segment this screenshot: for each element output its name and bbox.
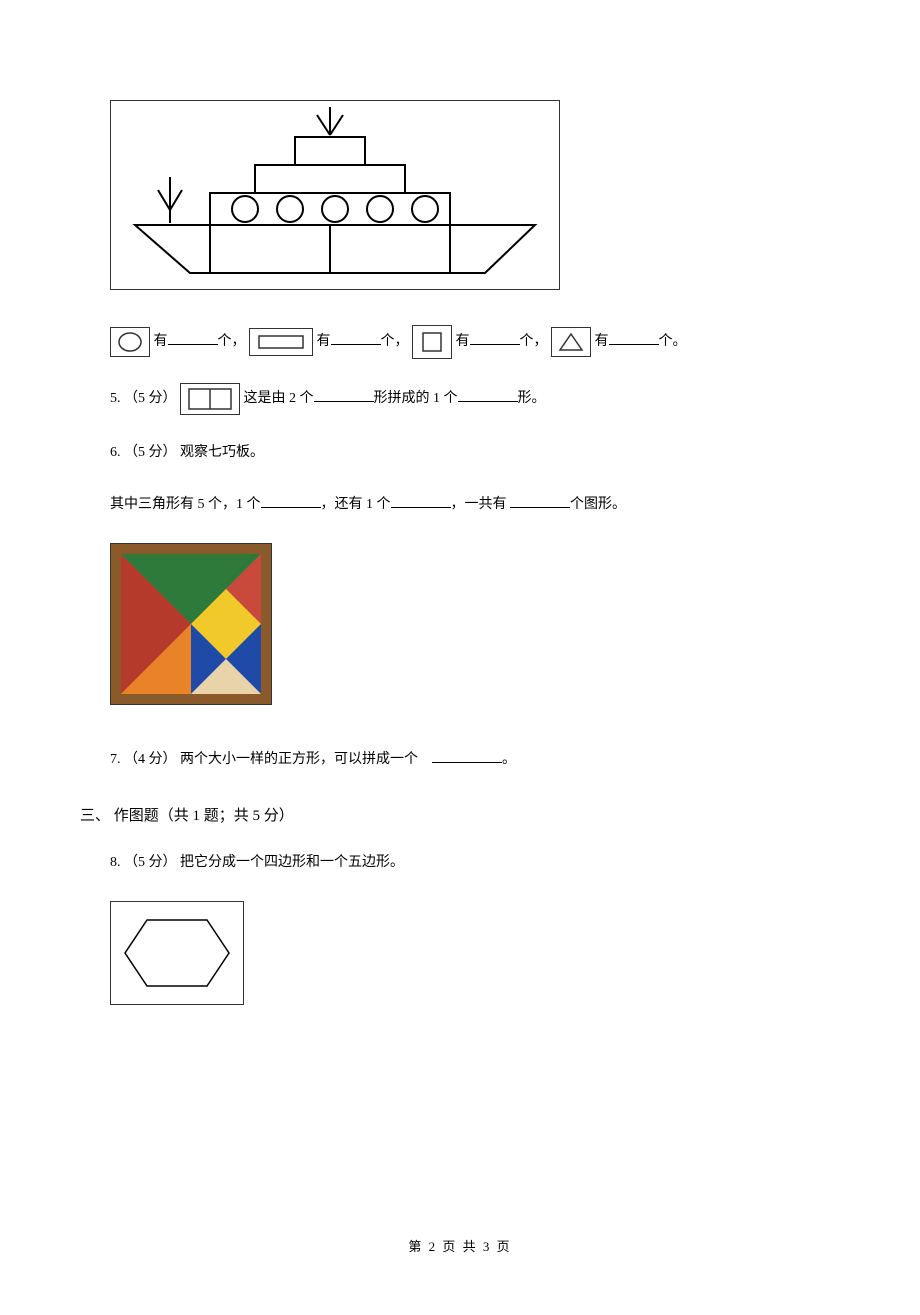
triangle-icon [551,327,591,357]
q6-blank-1 [261,493,321,508]
q5-text-c: 形。 [518,391,546,406]
hexagon-container [110,901,840,1016]
question-5: 5. （5 分） 这是由 2 个 形拼成的 1 个 形。 [110,383,840,415]
q6-l2-c: ，一共有 [451,497,507,512]
q5-blank-1 [314,387,374,402]
q6-l2-a: 其中三角形有 5 个，1 个 [110,497,261,512]
blank-tri [609,330,659,345]
unit-2: 个， [381,334,409,349]
q6-l2-d: 个图形。 [570,497,626,512]
q5-number: 5. [110,391,121,406]
has-label-1: 有 [154,334,168,349]
q5-text-a: 这是由 2 个 [244,391,314,406]
square-icon [412,325,452,359]
circle-icon [110,327,150,357]
section-3-title: 三、 作图题（共 1 题；共 5 分） [80,804,840,825]
q6-blank-3 [510,493,570,508]
unit-3: 个， [520,334,548,349]
has-label-4: 有 [595,334,609,349]
question-7: 7. （4 分） 两个大小一样的正方形，可以拼成一个 。 [110,746,840,774]
question-6-line2: 其中三角形有 5 个，1 个 ，还有 1 个 ，一共有 个图形。 [110,491,840,519]
tangram-box [110,543,272,705]
q8-number: 8. [110,855,121,870]
unit-4: 个。 [659,334,687,349]
ship-svg [115,105,555,285]
page-footer: 第 2 页 共 3 页 [80,1236,840,1255]
shape-count-row: 有 个， 有 个， 有 个， 有 个。 [110,325,840,359]
blank-rect [331,330,381,345]
q5-text-b: 形拼成的 1 个 [374,391,458,406]
rectangle-icon [249,328,313,356]
q5-blank-2 [458,387,518,402]
q7-blank [432,748,502,763]
q6-blank-2 [391,493,451,508]
unit-1: 个， [218,334,246,349]
question-8: 8. （5 分） 把它分成一个四边形和一个五边形。 [110,849,840,877]
hexagon-box [110,901,244,1005]
hexagon-svg [117,908,237,998]
q7-points: （4 分） [124,752,177,767]
two-square-icon [180,383,240,415]
q6-l2-b: ，还有 1 个 [321,497,391,512]
tangram-svg [111,544,271,704]
q6-title: 观察七巧板。 [180,445,264,460]
blank-circle [168,330,218,345]
blank-square [470,330,520,345]
q6-number: 6. [110,445,121,460]
has-label-3: 有 [456,334,470,349]
q7-text-a: 两个大小一样的正方形，可以拼成一个 [180,752,418,767]
q7-number: 7. [110,752,121,767]
q8-points: （5 分） [124,855,177,870]
q6-points: （5 分） [124,445,177,460]
q5-points: （5 分） [124,391,177,406]
ship-figure-box [110,100,560,290]
has-label-2: 有 [317,334,331,349]
question-6-line1: 6. （5 分） 观察七巧板。 [110,439,840,467]
q7-text-b: 。 [502,752,516,767]
tangram-container [110,543,840,716]
q8-text: 把它分成一个四边形和一个五边形。 [180,855,404,870]
ship-figure-container [110,100,840,301]
